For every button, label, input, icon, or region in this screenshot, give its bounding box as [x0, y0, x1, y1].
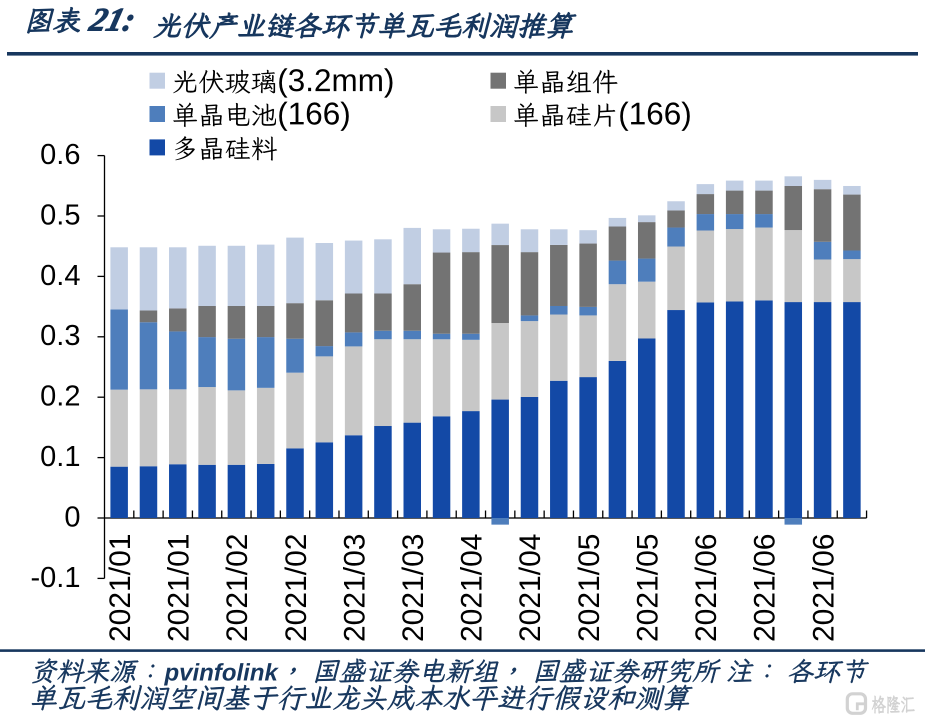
- svg-text:2021/05: 2021/05: [631, 534, 664, 642]
- svg-text:2021/02: 2021/02: [280, 534, 313, 642]
- svg-text:2021/06: 2021/06: [749, 534, 782, 642]
- svg-text:2021/06: 2021/06: [690, 534, 723, 642]
- svg-text:0: 0: [64, 501, 80, 533]
- svg-text:2021/01: 2021/01: [104, 534, 137, 642]
- svg-text:2021/03: 2021/03: [397, 534, 430, 642]
- svg-text:2021/04: 2021/04: [456, 534, 489, 642]
- svg-text:0.4: 0.4: [40, 260, 80, 292]
- svg-text:2021/05: 2021/05: [573, 534, 606, 642]
- svg-text:2021/02: 2021/02: [221, 534, 254, 642]
- svg-text:0.1: 0.1: [40, 441, 80, 473]
- svg-text:2021/06: 2021/06: [807, 534, 840, 642]
- svg-text:0.5: 0.5: [40, 199, 80, 231]
- svg-text:2021/04: 2021/04: [514, 534, 547, 642]
- svg-text:-0.1: -0.1: [31, 562, 81, 594]
- svg-text:0.2: 0.2: [40, 381, 80, 413]
- svg-text:0.3: 0.3: [40, 320, 80, 352]
- svg-text:2021/03: 2021/03: [338, 534, 371, 642]
- svg-text:0.6: 0.6: [40, 139, 80, 171]
- svg-text:2021/01: 2021/01: [163, 534, 196, 642]
